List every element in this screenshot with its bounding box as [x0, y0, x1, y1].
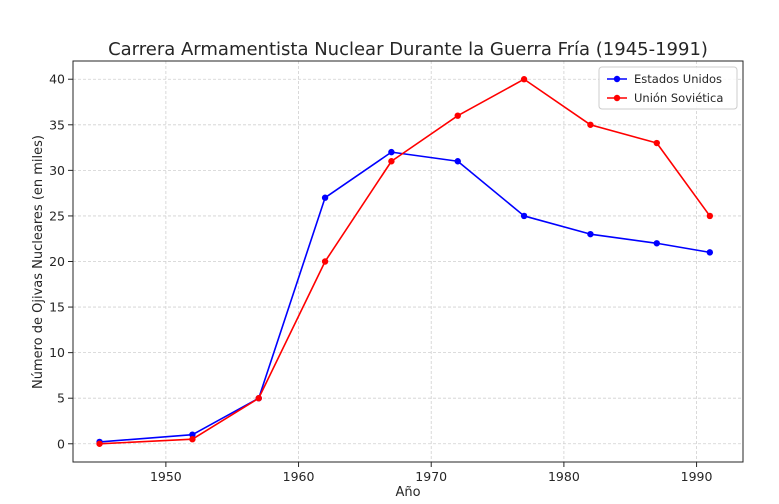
legend-entry-label: Unión Soviética [634, 91, 723, 105]
series-0 [96, 148, 714, 446]
legend: Estados Unidos Unión Soviética [598, 66, 738, 110]
x-tick-label: 1970 [415, 469, 447, 484]
data-point [587, 230, 594, 238]
series-line [99, 151, 710, 443]
y-tick-label: 5 [57, 391, 65, 406]
y-tick-label: 25 [49, 208, 65, 223]
legend-swatch-marker [613, 94, 621, 102]
data-point [520, 76, 528, 83]
series [96, 76, 714, 447]
data-point [321, 258, 329, 265]
x-tick-label: 1950 [150, 469, 182, 484]
y-axis-label: Número de Ojivas Nucleares (en miles) [31, 135, 46, 389]
data-point [454, 112, 461, 119]
y-tick-label: 15 [49, 300, 65, 315]
data-point [321, 194, 329, 201]
axes: 1950 1960 1970 1980 1990 0 5 10 15 20 25 30 35 40 [49, 60, 744, 484]
data-point [96, 440, 103, 447]
x-tick-label: 1980 [548, 469, 580, 484]
data-point [388, 148, 395, 156]
data-point [189, 431, 196, 438]
data-point [189, 436, 196, 443]
y-tick-label: 30 [49, 163, 65, 178]
x-tick-label: 1960 [283, 469, 315, 484]
x-axis-label: Año [395, 485, 420, 500]
x-tick-label: 1990 [681, 469, 713, 484]
data-point [587, 121, 594, 128]
chart-title: Carrera Armamentista Nuclear Durante la … [108, 39, 708, 60]
grid [73, 61, 743, 462]
legend-box [598, 66, 738, 110]
data-point [454, 158, 461, 165]
data-point [255, 395, 262, 402]
series-line [99, 78, 711, 445]
y-tick-label: 10 [49, 345, 65, 360]
data-point [520, 212, 528, 220]
y-tick-label: 40 [49, 72, 65, 87]
legend-entry-label: Estados Unidos [634, 72, 722, 86]
legend-swatch-marker [613, 75, 621, 83]
series-1 [96, 76, 714, 447]
data-point [706, 212, 714, 220]
y-tick-label: 0 [57, 436, 65, 451]
data-point [653, 139, 660, 147]
data-point [388, 158, 395, 165]
y-tick-label: 35 [49, 117, 65, 132]
data-point [653, 240, 660, 247]
data-point [706, 249, 714, 256]
y-tick-label: 20 [49, 254, 65, 269]
